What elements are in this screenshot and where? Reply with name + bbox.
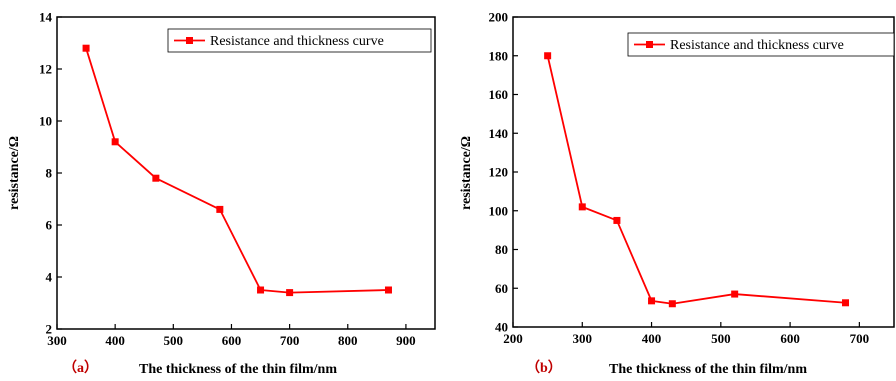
data-point-marker bbox=[152, 174, 160, 182]
data-point-marker bbox=[257, 286, 265, 294]
y-tick-label: 100 bbox=[489, 203, 509, 218]
plot-area-frame bbox=[512, 16, 895, 328]
y-axis-ticks: 40 60 80 100 120 140 160 180 200 bbox=[489, 10, 518, 335]
x-tick-label: 700 bbox=[850, 331, 870, 346]
legend: Resistance and thickness curve bbox=[627, 32, 895, 57]
x-tick-label: 900 bbox=[396, 333, 416, 348]
legend-marker-sample bbox=[186, 37, 193, 44]
y-tick-label: 14 bbox=[39, 10, 53, 25]
legend-label: Resistance and thickness curve bbox=[210, 34, 384, 49]
x-tick-label: 600 bbox=[222, 333, 242, 348]
panel-label: （a） bbox=[63, 360, 98, 376]
plot-area-frame bbox=[56, 16, 436, 330]
y-tick-label: 160 bbox=[489, 87, 509, 102]
legend-marker-sample bbox=[646, 41, 653, 48]
legend-label: Resistance and thickness curve bbox=[670, 38, 844, 53]
x-tick-label: 600 bbox=[780, 331, 800, 346]
x-tick-label: 400 bbox=[105, 333, 125, 348]
y-tick-label: 140 bbox=[489, 126, 509, 141]
y-axis-ticks: 2 4 6 8 10 12 14 bbox=[39, 10, 62, 337]
panel-label: （b） bbox=[526, 360, 562, 376]
y-tick-label: 180 bbox=[489, 48, 509, 63]
series-line bbox=[85, 47, 389, 294]
data-point-marker bbox=[578, 203, 586, 211]
chart-panel-a: 2 4 6 8 10 12 14 300 400 500 600 700 800 900 resista… bbox=[7, 10, 436, 377]
y-tick-label: 6 bbox=[46, 218, 53, 233]
x-axis-ticks: 200 300 400 500 600 700 bbox=[503, 322, 869, 346]
x-tick-label: 300 bbox=[573, 331, 593, 346]
data-point-marker bbox=[286, 289, 294, 297]
y-tick-label: 2 bbox=[46, 322, 53, 337]
legend: Resistance and thickness curve bbox=[167, 28, 432, 53]
data-point-marker bbox=[668, 300, 676, 308]
y-tick-label: 4 bbox=[46, 270, 53, 285]
y-tick-label: 120 bbox=[489, 165, 509, 180]
data-point-marker bbox=[731, 290, 739, 298]
x-tick-label: 700 bbox=[280, 333, 300, 348]
series-line bbox=[546, 55, 846, 305]
x-tick-label: 300 bbox=[47, 333, 67, 348]
series-resistance-thickness-a bbox=[82, 44, 392, 297]
data-point-marker bbox=[216, 205, 224, 213]
legend-box bbox=[627, 32, 895, 57]
y-tick-label: 80 bbox=[495, 242, 508, 257]
y-tick-label: 10 bbox=[39, 114, 52, 129]
y-axis-title: resistance/Ω bbox=[7, 136, 22, 210]
x-axis-ticks: 300 400 500 600 700 800 900 bbox=[47, 324, 416, 348]
chart-panel-b: 40 60 80 100 120 140 160 180 200 200 300 400 500 600… bbox=[459, 10, 895, 377]
data-point-marker bbox=[613, 216, 621, 224]
y-axis-title: resistance/Ω bbox=[459, 136, 474, 210]
data-point-marker bbox=[82, 44, 90, 52]
data-point-marker bbox=[384, 286, 392, 294]
y-tick-label: 200 bbox=[489, 10, 509, 25]
x-axis-title: The thickness of the thin film/nm bbox=[609, 362, 807, 377]
x-tick-label: 400 bbox=[642, 331, 662, 346]
y-tick-label: 60 bbox=[495, 281, 508, 296]
x-tick-label: 800 bbox=[338, 333, 358, 348]
legend-box bbox=[167, 28, 432, 53]
series-resistance-thickness-b bbox=[544, 52, 850, 308]
x-tick-label: 500 bbox=[711, 331, 731, 346]
x-tick-label: 200 bbox=[503, 331, 523, 346]
x-axis-title: The thickness of the thin film/nm bbox=[139, 362, 337, 377]
data-point-marker bbox=[111, 138, 119, 146]
x-tick-label: 500 bbox=[164, 333, 184, 348]
data-point-marker bbox=[842, 299, 850, 307]
data-point-marker bbox=[648, 297, 656, 305]
y-tick-label: 8 bbox=[46, 166, 53, 181]
data-point-marker bbox=[544, 52, 552, 60]
y-tick-label: 40 bbox=[495, 320, 508, 335]
y-tick-label: 12 bbox=[39, 62, 52, 77]
